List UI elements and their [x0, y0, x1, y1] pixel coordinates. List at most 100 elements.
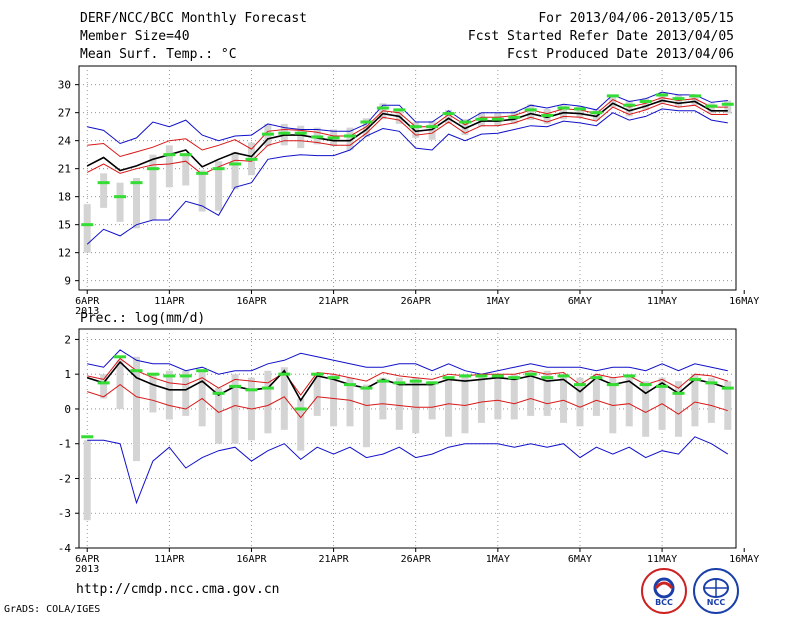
- precip-x-tick-label: 26APR: [401, 554, 432, 565]
- precip-ensemble-box: [625, 374, 633, 427]
- precip-ensemble-box: [477, 374, 485, 423]
- temp-y-tick-label: 12: [58, 247, 71, 260]
- ncc-logo-text: NCC: [706, 598, 726, 607]
- forecast-range-label: For 2013/04/06-2013/05/15: [538, 11, 734, 26]
- start-ref-date-label: Fcst Started Refer Date 2013/04/05: [467, 29, 734, 44]
- precip-ensemble-box: [231, 374, 239, 444]
- precip-y-tick-label: -4: [58, 542, 72, 555]
- precip-ensemble-box: [165, 370, 173, 420]
- precip-y-tick-label: 2: [64, 333, 71, 346]
- precip-panel-label: Prec.: log(mm/d): [80, 311, 206, 326]
- temp-ensemble-box: [609, 94, 617, 108]
- temp-x-tick-label: 11MAY: [647, 296, 677, 307]
- temp-ensemble-box: [691, 94, 699, 106]
- temp-series-min-line: [86, 108, 728, 245]
- temp-x-tick-label: 6MAY: [568, 296, 592, 307]
- precip-plot-frame: [78, 328, 737, 549]
- temp-series-lower-line: [86, 102, 728, 175]
- temp-ensemble-box: [297, 125, 305, 149]
- temp-ensemble-box: [198, 170, 206, 212]
- produced-date-label: Fcst Produced Date 2013/04/06: [507, 47, 734, 62]
- precip-ensemble-box: [675, 381, 683, 437]
- precip-ensemble-box: [445, 377, 453, 437]
- temp-x-tick-label: 16APR: [236, 296, 267, 307]
- precip-series-upper-line: [87, 357, 728, 396]
- temp-ensemble-box: [428, 121, 436, 140]
- temp-x-tick-label: 11APR: [154, 296, 185, 307]
- precip-ensemble-box: [264, 370, 272, 434]
- precip-ensemble-box: [149, 374, 157, 413]
- precip-series-lower-line: [87, 383, 728, 419]
- precip-series-min-line: [87, 436, 729, 505]
- bcc-logo-text: BCC: [655, 598, 673, 607]
- precip-ensemble-box: [461, 374, 469, 434]
- precip-ensemble-box: [362, 384, 370, 448]
- temp-series-max-line: [87, 91, 728, 145]
- temp-ensemble-box: [707, 103, 715, 114]
- temp-x-tick-label: 16MAY: [729, 296, 759, 307]
- precip-ensemble-box: [395, 377, 403, 430]
- precip-x-tick-label: 11APR: [154, 554, 185, 565]
- source-url[interactable]: http://cmdp.ncc.cma.gov.cn: [76, 582, 280, 597]
- precip-ensemble-box: [379, 377, 387, 420]
- precip-y-tick-label: 0: [64, 403, 71, 416]
- precip-y-tick-label: -1: [58, 438, 71, 451]
- temp-ensemble-box: [445, 109, 453, 124]
- precip-x-tick-label: 6APR: [75, 554, 100, 565]
- precip-ensemble-box: [724, 381, 732, 430]
- ncc-globe-icon: [703, 578, 729, 598]
- precip-ensemble-box: [494, 374, 502, 420]
- temp-ensemble-box: [362, 118, 370, 137]
- precip-ensemble-box: [280, 367, 288, 430]
- precip-ensemble-box: [182, 370, 190, 416]
- temp-x-tick-label: 6APR: [75, 296, 100, 307]
- precip-x-tick-label: 6MAY: [568, 554, 592, 565]
- precip-ensemble-box: [560, 374, 568, 423]
- temp-ensemble-box: [412, 122, 420, 138]
- precip-ensemble-box: [510, 374, 518, 420]
- precip-x-tick-label: 1MAY: [486, 554, 510, 565]
- temp-ensemble-box: [461, 119, 469, 136]
- temp-ensemble-box: [215, 161, 223, 211]
- variable-label: Mean Surf. Temp.: °C: [80, 47, 237, 62]
- temp-x-tick-label: 26APR: [401, 296, 432, 307]
- temp-y-tick-label: 18: [58, 191, 71, 204]
- precip-ensemble-box: [132, 356, 140, 462]
- precip-ensemble-box: [330, 374, 338, 427]
- temp-y-tick-label: 21: [58, 163, 71, 176]
- precip-x-tick-label: 21APR: [319, 554, 350, 565]
- temp-ensemble-box: [592, 108, 600, 121]
- temp-ensemble-box: [100, 173, 108, 208]
- temp-y-tick-label: 27: [58, 107, 71, 120]
- precip-y-tick-label: -2: [58, 472, 71, 485]
- temp-ensemble-box: [83, 204, 91, 253]
- temp-x-tick-label: 1MAY: [486, 296, 510, 307]
- precip-ensemble-box: [215, 388, 223, 444]
- precip-x-tick-label: 16MAY: [729, 554, 759, 565]
- temp-ensemble-box: [231, 151, 239, 190]
- precip-series-mean-line: [86, 360, 729, 402]
- temp-y-tick-label: 15: [58, 219, 71, 232]
- precip-x-tick-label: 11MAY: [647, 554, 677, 565]
- precip-x-year-label: 2013: [75, 564, 99, 575]
- precip-ensemble-box: [100, 374, 108, 399]
- precip-ensemble-box: [428, 381, 436, 420]
- member-size-label: Member Size=40: [80, 29, 190, 44]
- grads-credit: GrADS: COLA/IGES: [4, 604, 101, 615]
- temp-y-tick-label: 24: [58, 135, 72, 148]
- temp-ensemble-box: [625, 100, 633, 117]
- temp-ensemble-box: [346, 127, 354, 150]
- ncc-logo: NCC: [693, 568, 739, 614]
- precip-ensemble-box: [642, 381, 650, 437]
- temp-series-mean-line: [86, 99, 728, 172]
- temp-plot-frame: [78, 65, 737, 291]
- temp-ensemble-box: [165, 145, 173, 188]
- precip-x-tick-label: 16APR: [236, 554, 267, 565]
- precip-series-max-line: [87, 349, 728, 375]
- precip-ensemble-box: [707, 377, 715, 423]
- temp-y-tick-label: 30: [58, 79, 71, 92]
- temp-x-tick-label: 21APR: [319, 296, 350, 307]
- bcc-logo: BCC: [641, 568, 687, 614]
